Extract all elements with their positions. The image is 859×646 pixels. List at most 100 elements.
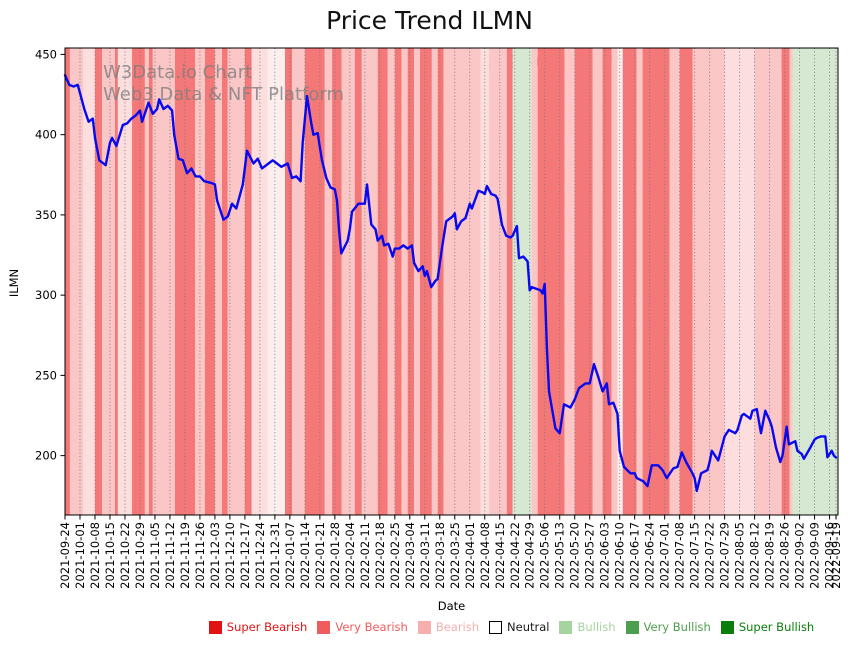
sentiment-band-bl bbox=[480, 48, 490, 515]
x-tick-label: 2022-04-29 bbox=[523, 522, 537, 589]
x-tick-label: 2022-09-02 bbox=[793, 522, 807, 589]
sentiment-band-b bbox=[387, 48, 395, 515]
x-tick-label: 2022-07-01 bbox=[658, 522, 672, 589]
x-tick-label: 2022-05-13 bbox=[553, 522, 567, 589]
sentiment-band-bl bbox=[251, 48, 268, 515]
sentiment-band-b bbox=[443, 48, 481, 515]
x-tick-label: 2022-08-12 bbox=[748, 522, 762, 589]
x-tick-label: 2022-05-20 bbox=[568, 522, 582, 589]
y-tick-label: 300 bbox=[35, 288, 57, 302]
x-tick-label: 2022-05-06 bbox=[538, 522, 552, 589]
x-axis-label: Date bbox=[437, 599, 466, 613]
sentiment-band-g bbox=[792, 48, 838, 515]
legend-swatch bbox=[625, 620, 639, 634]
legend-swatch bbox=[720, 620, 734, 634]
sentiment-band-vb bbox=[284, 48, 293, 515]
x-tick-label: 2021-10-15 bbox=[103, 522, 117, 589]
x-tick-label: 2022-06-10 bbox=[613, 522, 627, 589]
sentiment-band-b bbox=[564, 48, 575, 515]
sentiment-band-vb bbox=[94, 48, 103, 515]
legend-swatch bbox=[417, 620, 431, 634]
x-tick-label: 2022-01-28 bbox=[328, 522, 342, 589]
sentiment-band-vb bbox=[304, 48, 325, 515]
sentiment-band-b bbox=[692, 48, 725, 515]
sentiment-band-vb bbox=[419, 48, 432, 515]
y-tick-label: 400 bbox=[35, 128, 57, 142]
x-tick-label: 2022-07-22 bbox=[703, 522, 717, 589]
plot-border bbox=[64, 47, 839, 516]
sentiment-band-bl bbox=[724, 48, 755, 515]
sentiment-band-b bbox=[592, 48, 603, 515]
sentiment-band-vb bbox=[537, 48, 565, 515]
sentiment-band-b bbox=[214, 48, 222, 515]
sentiment-band-vb bbox=[244, 48, 252, 515]
y-axis: 200 250 300 350 400 450 bbox=[35, 47, 65, 463]
legend-swatch bbox=[208, 620, 222, 634]
legend-item-very-bearish: Very Bearish bbox=[317, 620, 408, 634]
x-tick-label: 2022-09-16 bbox=[823, 522, 837, 589]
x-tick-label: 2022-09-09 bbox=[808, 522, 822, 589]
legend-label: Very Bullish bbox=[643, 620, 711, 634]
legend-label: Bearish bbox=[435, 620, 480, 634]
x-tick-label: 2022-07-08 bbox=[673, 522, 687, 589]
x-tick-label: 2022-06-24 bbox=[643, 522, 657, 589]
legend-label: Super Bullish bbox=[738, 620, 815, 634]
sentiment-band-b bbox=[194, 48, 205, 515]
x-tick-label: 2022-03-11 bbox=[418, 522, 432, 589]
x-tick-label: 2022-03-04 bbox=[403, 522, 417, 589]
sentiment-band-vb bbox=[148, 48, 153, 515]
x-tick-label: 2022-04-08 bbox=[478, 522, 492, 589]
sentiment-band-b bbox=[341, 48, 355, 515]
legend-item-very-bullish: Very Bullish bbox=[625, 620, 711, 634]
sentiment-band-vb bbox=[781, 48, 790, 515]
x-tick-label: 2022-06-17 bbox=[628, 522, 642, 589]
x-tick-label: 2022-03-25 bbox=[448, 522, 462, 589]
sentiment-band-b bbox=[611, 48, 618, 515]
x-tick-label: 2022-07-29 bbox=[718, 522, 732, 589]
sentiment-band-g bbox=[512, 48, 532, 515]
sentiment-band-bl bbox=[117, 48, 133, 515]
sentiment-legend: Super Bearish Very Bearish Bearish Neutral B… bbox=[168, 620, 855, 634]
x-tick-label: 2022-04-01 bbox=[463, 522, 477, 589]
x-tick-label: 2021-10-22 bbox=[118, 522, 132, 589]
legend-label: Super Bearish bbox=[226, 620, 308, 634]
sentiment-band-b bbox=[69, 48, 83, 515]
x-tick-label: 2022-04-22 bbox=[508, 522, 522, 589]
price-line-ilmn bbox=[63, 74, 838, 493]
sentiment-band-b bbox=[227, 48, 245, 515]
sentiment-band-vb bbox=[602, 48, 612, 515]
sentiment-band-b bbox=[361, 48, 378, 515]
sentiment-band-b bbox=[489, 48, 507, 515]
legend-item-bullish: Bullish bbox=[559, 620, 616, 634]
legend-item-bearish: Bearish bbox=[417, 620, 480, 634]
y-tick-label: 250 bbox=[35, 368, 57, 382]
sentiment-band-b bbox=[292, 48, 305, 515]
sentiment-band-vb bbox=[114, 48, 118, 515]
y-tick-label: 450 bbox=[35, 47, 57, 61]
sentiment-band-n bbox=[617, 48, 623, 515]
sentiment-band-b bbox=[324, 48, 333, 515]
x-tick-label: 2021-11-26 bbox=[193, 522, 207, 589]
x-tick-label: 2022-09-19 bbox=[829, 522, 843, 589]
legend-swatch bbox=[489, 620, 503, 634]
x-tick-label: 2021-12-31 bbox=[268, 522, 282, 589]
x-tick-label: 2022-02-04 bbox=[343, 522, 357, 589]
sentiment-bands-layer bbox=[65, 48, 838, 515]
sentiment-band-b bbox=[401, 48, 408, 515]
sentiment-band-vb bbox=[437, 48, 444, 515]
x-tick-label: 2022-02-11 bbox=[358, 522, 372, 589]
sentiment-band-b bbox=[102, 48, 115, 515]
sentiment-band-vb bbox=[407, 48, 415, 515]
sentiment-band-bl bbox=[82, 48, 95, 515]
legend-item-super-bullish: Super Bullish bbox=[720, 620, 815, 634]
x-tick-label: 2022-05-27 bbox=[583, 522, 597, 589]
sentiment-band-vb bbox=[354, 48, 362, 515]
x-tick-label: 2021-11-05 bbox=[148, 522, 162, 589]
sentiment-band-b bbox=[531, 48, 538, 515]
x-tick-label: 2021-12-03 bbox=[208, 522, 222, 589]
x-tick-label: 2022-08-05 bbox=[733, 522, 747, 589]
sentiment-band-n bbox=[267, 48, 285, 515]
x-tick-label: 2021-10-29 bbox=[133, 522, 147, 589]
